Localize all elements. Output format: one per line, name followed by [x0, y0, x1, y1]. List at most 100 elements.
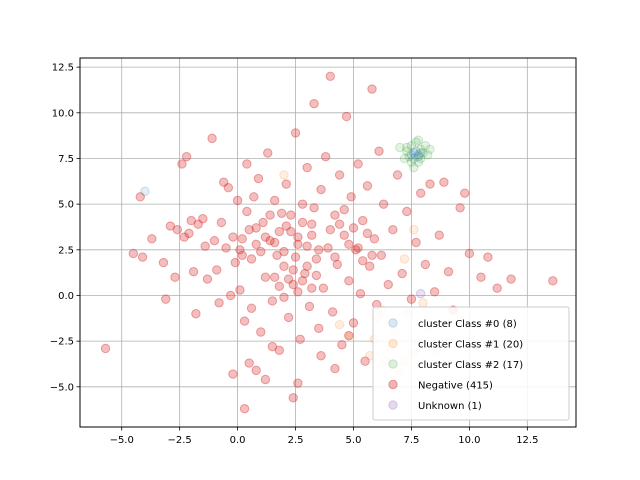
data-point — [353, 243, 363, 253]
data-point — [161, 294, 171, 304]
data-point — [274, 226, 285, 237]
data-point — [397, 268, 407, 279]
y-tick-label: 7.5 — [58, 154, 74, 165]
y-tick-label: −2.5 — [50, 337, 74, 348]
data-point — [293, 239, 303, 250]
data-point — [228, 232, 238, 242]
data-point — [228, 369, 238, 379]
data-point — [281, 179, 291, 189]
data-point — [293, 378, 303, 388]
data-point — [256, 327, 266, 337]
y-axis-ticks: −5.0 −2.5 0.0 2.5 5.0 7.5 10.0 12.5 — [50, 63, 80, 393]
data-point — [223, 182, 234, 193]
data-point — [232, 195, 243, 206]
data-point — [483, 252, 493, 262]
data-point — [327, 307, 338, 317]
legend-marker — [388, 338, 398, 349]
data-point — [191, 309, 201, 319]
data-point — [334, 170, 345, 180]
data-point — [406, 294, 417, 304]
data-point — [413, 157, 424, 167]
data-point — [221, 243, 231, 253]
data-point — [362, 181, 373, 191]
data-point — [283, 312, 294, 323]
data-point — [314, 245, 324, 255]
data-point — [279, 246, 289, 257]
data-point — [251, 365, 261, 376]
data-point — [246, 254, 257, 264]
data-point — [388, 225, 398, 235]
data-point — [267, 296, 278, 306]
y-tick-label: −5.0 — [50, 382, 74, 393]
data-point — [184, 228, 194, 239]
data-point — [376, 250, 387, 260]
data-point — [418, 148, 428, 158]
data-point — [464, 248, 475, 259]
data-point — [225, 290, 236, 301]
data-point — [263, 148, 273, 158]
x-axis-ticks: −5.0 −2.5 0.0 2.5 5.0 7.5 10.0 12.5 — [110, 427, 538, 446]
legend-marker — [388, 379, 398, 390]
data-point — [288, 279, 298, 290]
data-point — [409, 225, 419, 235]
data-point — [246, 303, 257, 313]
data-point — [237, 250, 247, 260]
data-point — [311, 254, 322, 264]
data-point — [409, 162, 419, 173]
data-point — [235, 285, 245, 295]
x-tick-label: −5.0 — [110, 435, 134, 446]
legend-label: cluster Class #1 (20) — [418, 340, 523, 351]
data-point — [272, 250, 282, 260]
data-point — [276, 208, 287, 218]
data-point — [360, 356, 370, 366]
data-point — [309, 203, 319, 213]
data-point — [274, 281, 285, 292]
x-tick-label: 0.0 — [230, 435, 246, 446]
data-point — [286, 210, 296, 220]
data-point — [279, 292, 289, 303]
data-point — [188, 267, 199, 277]
x-tick-label: 7.5 — [403, 435, 419, 446]
data-point — [253, 173, 264, 184]
data-point — [348, 223, 359, 233]
legend: cluster Class #0 (8) cluster Class #1 (20… — [372, 306, 570, 421]
data-point — [286, 226, 296, 237]
data-point — [170, 272, 180, 282]
data-point — [242, 206, 252, 217]
data-point — [200, 241, 210, 251]
data-point — [409, 148, 419, 158]
data-point — [392, 170, 403, 180]
data-point — [374, 146, 384, 156]
data-point — [411, 137, 421, 147]
data-point — [358, 256, 368, 266]
data-point — [140, 186, 150, 197]
x-tick-label: −2.5 — [168, 435, 192, 446]
data-point — [100, 343, 111, 354]
data-point — [230, 257, 240, 268]
data-point — [422, 150, 433, 160]
data-point — [135, 192, 145, 202]
legend-marker — [388, 318, 398, 328]
data-point — [337, 340, 347, 350]
data-point — [244, 225, 254, 235]
data-point — [309, 98, 319, 109]
data-point — [302, 261, 312, 271]
data-point — [339, 230, 349, 240]
data-point — [413, 135, 424, 145]
data-point — [334, 219, 345, 229]
data-point — [293, 232, 303, 242]
legend-label: Unknown (1) — [418, 401, 482, 412]
data-point — [320, 151, 331, 162]
data-point — [383, 279, 393, 290]
data-point — [420, 259, 431, 270]
data-point — [251, 239, 261, 250]
x-tick-label: 12.5 — [516, 435, 538, 446]
data-point — [304, 301, 315, 312]
data-point — [344, 330, 354, 341]
data-point — [212, 265, 222, 275]
legend-label: cluster Class #2 (17) — [418, 360, 523, 371]
data-point — [548, 276, 558, 286]
data-point — [413, 150, 424, 160]
data-point — [311, 270, 322, 281]
data-point — [399, 153, 410, 164]
